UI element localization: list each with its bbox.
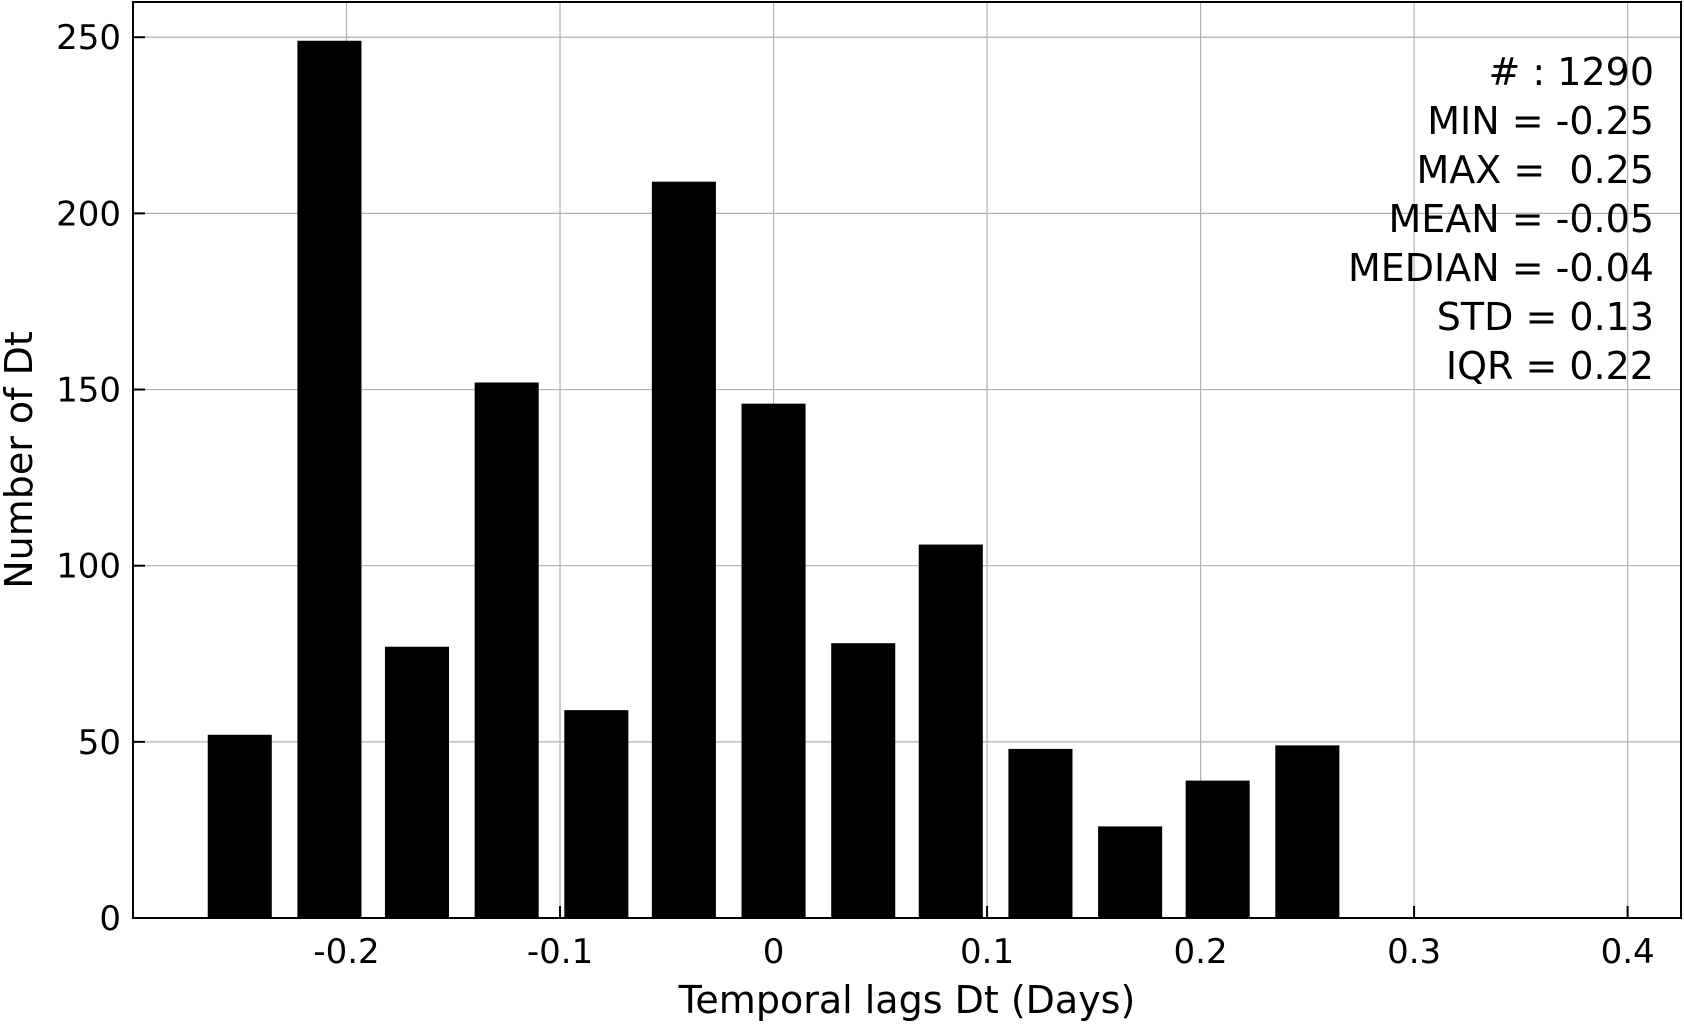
stats-annotation: # : 1290 MIN = -0.25 MAX = 0.25 MEAN = -0.0… bbox=[1348, 50, 1654, 388]
x-tick-label: 0.1 bbox=[960, 932, 1014, 972]
histogram-bar bbox=[564, 710, 629, 918]
grid bbox=[133, 2, 1681, 918]
histogram-bar bbox=[474, 382, 539, 918]
stat-line: STD = 0.13 bbox=[1437, 295, 1654, 339]
x-tick-label: 0.2 bbox=[1174, 932, 1228, 972]
y-tick-label: 100 bbox=[56, 547, 121, 587]
histogram-bar bbox=[651, 181, 716, 918]
y-tick-label: 0 bbox=[99, 899, 121, 939]
histogram-bar bbox=[207, 734, 272, 918]
y-tick-label: 200 bbox=[56, 194, 121, 234]
stat-line: # : 1290 bbox=[1488, 50, 1654, 94]
histogram-bar bbox=[831, 643, 896, 918]
histogram-bar bbox=[1185, 780, 1250, 918]
x-tick-label: 0.3 bbox=[1387, 932, 1441, 972]
histogram-bar bbox=[1098, 826, 1163, 918]
histogram-bar bbox=[297, 40, 362, 918]
stat-line: MEDIAN = -0.04 bbox=[1348, 246, 1654, 290]
y-tick-label: 250 bbox=[56, 18, 121, 58]
stat-line: IQR = 0.22 bbox=[1446, 344, 1654, 388]
plot-frame bbox=[132, 1, 1682, 919]
y-tick-label: 150 bbox=[56, 371, 121, 411]
histogram-bar bbox=[918, 544, 983, 918]
x-axis-label: Temporal lags Dt (Days) bbox=[678, 978, 1136, 1022]
stat-line: MEAN = -0.05 bbox=[1388, 197, 1654, 241]
histogram-bar bbox=[1275, 745, 1340, 918]
histogram-bar bbox=[1008, 748, 1073, 918]
x-tick-label: 0.4 bbox=[1601, 932, 1655, 972]
stat-line: MAX = 0.25 bbox=[1417, 148, 1655, 192]
histogram-bar bbox=[741, 403, 806, 919]
histogram-bar bbox=[384, 646, 450, 918]
y-axis-label: Number of Dt bbox=[0, 331, 41, 589]
x-tick-label: -0.2 bbox=[313, 932, 379, 972]
x-tick-label: 0 bbox=[763, 932, 785, 972]
bars bbox=[207, 40, 1340, 919]
y-tick-label: 50 bbox=[78, 723, 121, 763]
stat-line: MIN = -0.25 bbox=[1427, 99, 1654, 143]
x-tick-label: -0.1 bbox=[527, 932, 593, 972]
ticks: -0.2 -0.1 0 0.1 0.2 0.3 0.4 0 50 100 150 200 250 bbox=[56, 18, 1655, 972]
